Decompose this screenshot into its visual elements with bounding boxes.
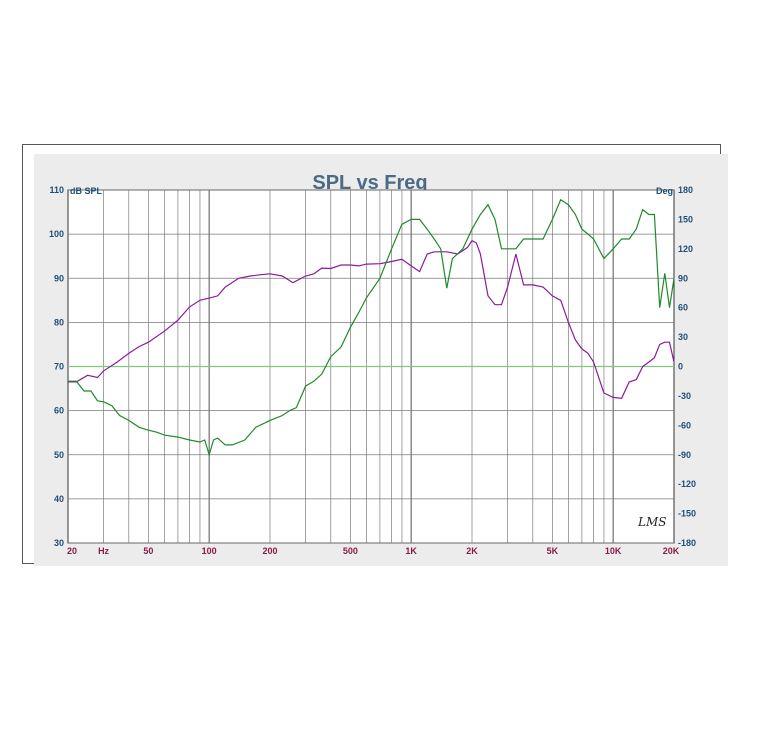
ytick-left-label: 100	[49, 229, 64, 239]
tick-labels: 110 100 90 80 70 60 50 40 30 180 150 120 90 60 30 0 -30 -…	[49, 185, 696, 556]
ytick-right-label: -60	[678, 420, 691, 430]
ytick-right-label: 60	[678, 303, 688, 313]
ytick-left-label: 110	[49, 185, 64, 195]
ytick-right-label: -120	[678, 479, 696, 489]
xtick-label: 10K	[605, 546, 622, 556]
xtick-label: 100	[202, 546, 217, 556]
ytick-left-label: 70	[54, 362, 64, 372]
series-lines	[68, 198, 675, 457]
ytick-right-label: 90	[678, 273, 688, 283]
grid	[68, 189, 674, 544]
ytick-right-label: 30	[678, 332, 688, 342]
xtick-label: Hz	[98, 546, 109, 556]
phase-curve	[68, 198, 675, 457]
ytick-right-label: -30	[678, 391, 691, 401]
ytick-left-label: 30	[54, 538, 64, 548]
ytick-right-label: -90	[678, 450, 691, 460]
xtick-label: 1K	[405, 546, 417, 556]
ytick-right-label: 150	[678, 214, 693, 224]
xtick-label: 5K	[547, 546, 559, 556]
xtick-label: 20	[67, 546, 77, 556]
lms-brand: LMS	[637, 515, 666, 529]
xtick-label: 50	[143, 546, 153, 556]
ytick-right-label: 0	[678, 362, 683, 372]
ytick-left-label: 50	[54, 450, 64, 460]
ytick-right-label: -180	[678, 538, 696, 548]
ytick-left-label: 40	[54, 494, 64, 504]
xtick-label: 500	[343, 546, 358, 556]
xtick-label: 2K	[466, 546, 478, 556]
ytick-right-label: 180	[678, 185, 693, 195]
ytick-left-label: 60	[54, 406, 64, 416]
chart-title: SPL vs Freq	[312, 172, 427, 194]
ytick-left-label: 80	[54, 317, 64, 327]
right-axis-unit: Deg	[656, 186, 673, 196]
spl-curve	[68, 239, 675, 399]
ytick-left-label: 90	[54, 273, 64, 283]
xtick-label: 20K	[663, 546, 680, 556]
xtick-label: 200	[262, 546, 277, 556]
ytick-right-label: -150	[678, 509, 696, 519]
left-axis-unit: dB SPL	[70, 186, 103, 196]
ytick-right-label: 120	[678, 244, 693, 254]
